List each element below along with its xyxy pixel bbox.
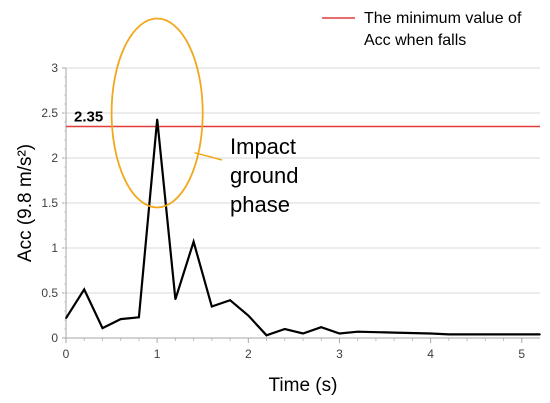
x-tick-label: 0 xyxy=(63,347,70,361)
y-tick-label: 1 xyxy=(51,241,58,255)
data-point xyxy=(539,333,541,336)
threshold-group: 2.35 xyxy=(66,109,540,128)
data-point xyxy=(283,328,286,330)
x-tick-label: 5 xyxy=(518,347,525,361)
y-tick-label: 0 xyxy=(51,331,58,345)
annotation-connector xyxy=(194,151,223,161)
data-point xyxy=(520,333,523,336)
data-point xyxy=(211,305,213,308)
data-point xyxy=(156,118,158,121)
x-tick-label: 2 xyxy=(245,347,252,361)
data-point xyxy=(356,330,359,333)
data-point xyxy=(119,318,122,320)
x-axis-title: Time (s) xyxy=(269,375,338,396)
series-line xyxy=(65,119,540,337)
data-point xyxy=(83,288,86,291)
annotation-text-line: ground xyxy=(230,163,299,188)
series-group xyxy=(65,118,541,337)
tick-labels: 0 0.5 1 1.5 2 2.5 3 0 1 2 3 4 5 xyxy=(41,61,525,361)
gridlines xyxy=(66,67,540,294)
data-point xyxy=(429,332,432,335)
data-point xyxy=(265,334,268,337)
data-point xyxy=(174,298,177,301)
x-tick-label: 4 xyxy=(427,347,434,361)
x-tick-label: 1 xyxy=(154,347,161,361)
data-point xyxy=(138,316,140,319)
y-tick-label: 3 xyxy=(51,61,58,75)
y-tick-label: 2.5 xyxy=(41,106,58,120)
data-point xyxy=(338,332,341,335)
data-point xyxy=(393,331,395,334)
data-point xyxy=(192,240,195,243)
threshold-label: 2.35 xyxy=(74,109,103,126)
data-point xyxy=(65,317,67,320)
data-point xyxy=(484,333,487,336)
data-point xyxy=(101,327,104,329)
data-point xyxy=(229,299,231,302)
y-axis-title: Acc (9.8 m/s²) xyxy=(15,144,36,262)
annotation-text-line: Impact xyxy=(230,134,296,159)
annotation-group: Impact ground phase xyxy=(110,17,299,217)
impact-ellipse xyxy=(110,17,204,209)
y-tick-label: 0.5 xyxy=(41,286,58,300)
axes xyxy=(62,67,540,343)
legend-label-line2: Acc when falls xyxy=(364,32,466,49)
annotation-text-line: phase xyxy=(230,192,290,217)
y-tick-label: 1.5 xyxy=(41,196,58,210)
data-point xyxy=(247,314,250,317)
legend-label-line1: The minimum value of xyxy=(364,10,522,27)
x-tick-label: 3 xyxy=(336,347,343,361)
data-point xyxy=(320,326,323,329)
y-tick-label: 2 xyxy=(51,151,58,165)
data-point xyxy=(448,333,450,336)
data-point xyxy=(302,332,304,335)
